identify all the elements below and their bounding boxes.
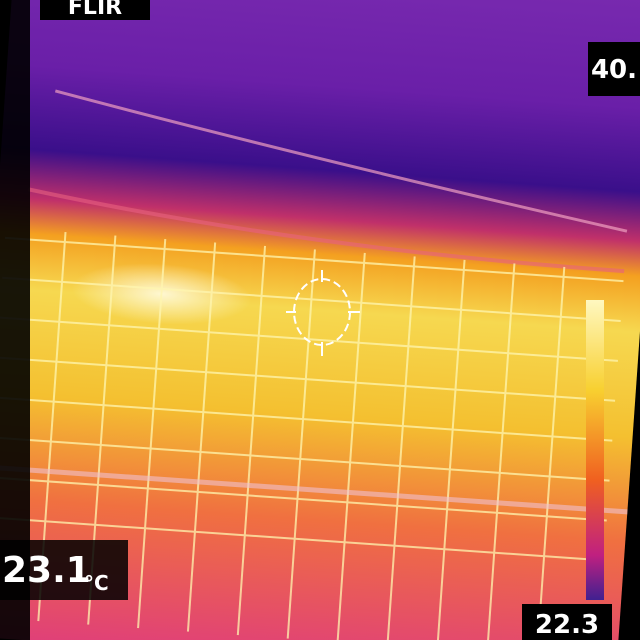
unit: °C xyxy=(84,571,109,595)
scale-min: 22.3 xyxy=(535,610,599,640)
scale-max: 40. xyxy=(591,55,637,85)
ridge xyxy=(27,187,625,274)
logo: FLIR xyxy=(68,0,122,20)
frame-bar xyxy=(0,464,628,515)
color-scale xyxy=(586,300,604,600)
ridge xyxy=(54,89,628,233)
left-edge xyxy=(0,0,30,640)
logo-box xyxy=(40,0,150,20)
crosshair xyxy=(286,270,360,356)
spot-box xyxy=(0,540,128,600)
max-box xyxy=(588,42,640,96)
min-box xyxy=(522,604,612,640)
grid xyxy=(0,231,624,640)
spot-temperature: 23.1 xyxy=(2,550,91,591)
